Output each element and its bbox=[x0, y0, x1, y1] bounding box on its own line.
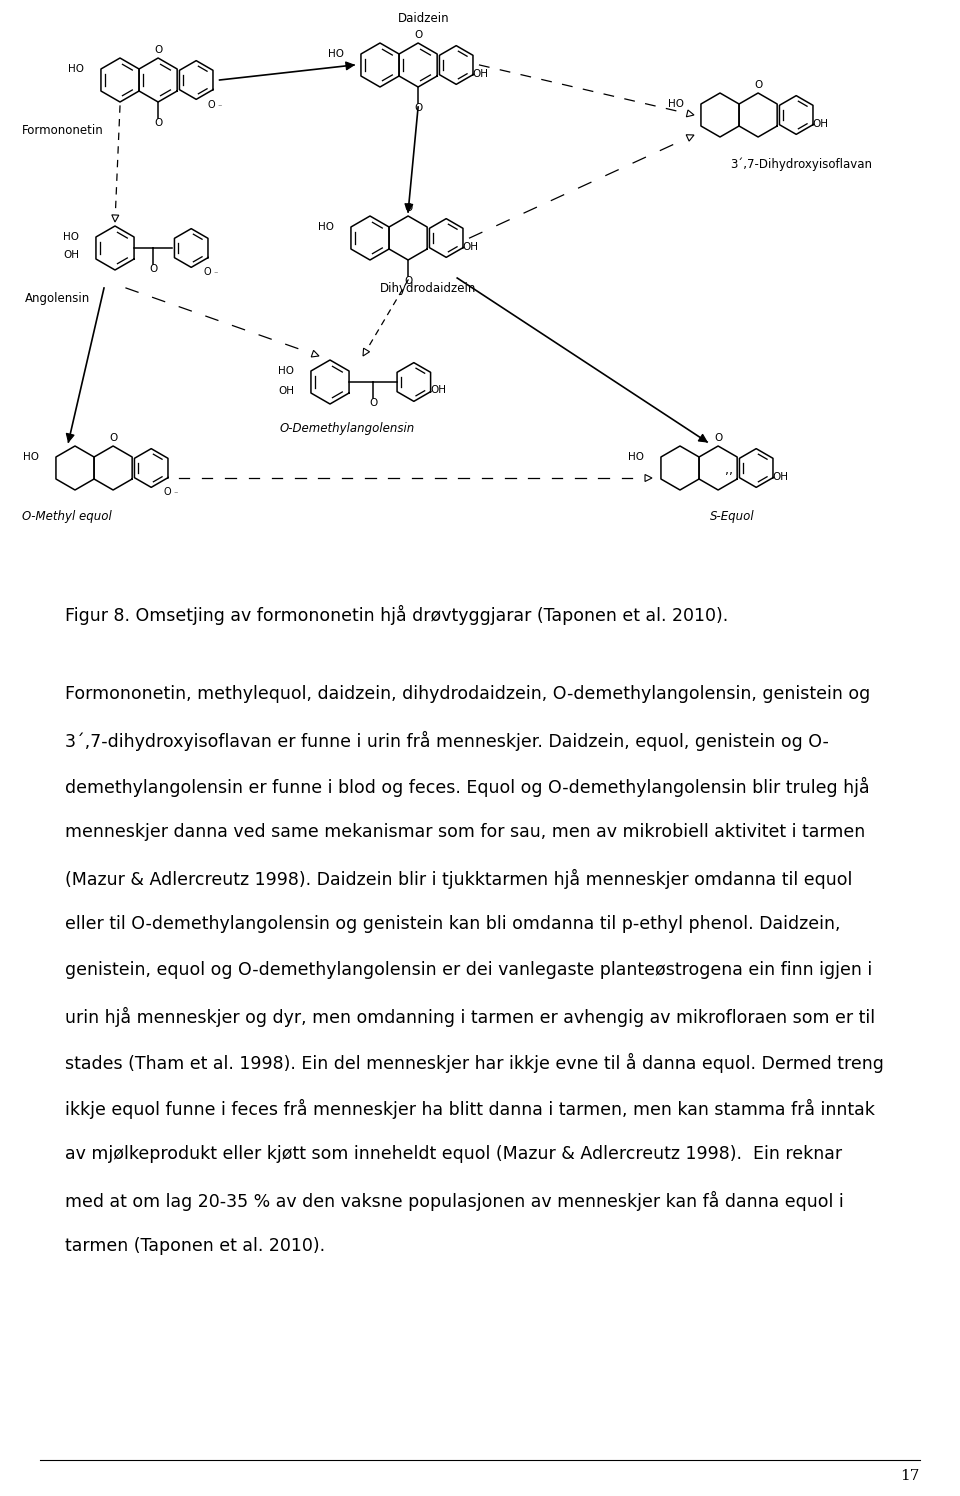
Text: O: O bbox=[714, 432, 722, 443]
Text: ⁻: ⁻ bbox=[217, 103, 222, 112]
Text: Formononetin, methylequol, daidzein, dihydrodaidzein, O-demethylangolensin, geni: Formononetin, methylequol, daidzein, dih… bbox=[65, 685, 871, 703]
Text: O: O bbox=[404, 275, 412, 286]
Text: ⁻: ⁻ bbox=[174, 489, 178, 498]
Polygon shape bbox=[311, 350, 319, 358]
Text: O: O bbox=[204, 266, 211, 277]
Text: med at om lag 20-35 % av den vaksne populasjonen av menneskjer kan få danna equo: med at om lag 20-35 % av den vaksne popu… bbox=[65, 1191, 844, 1212]
Text: av mjølkeprodukt eller kjøtt som inneheldt equol (Mazur & Adlercreutz 1998).  Ei: av mjølkeprodukt eller kjøtt som innehel… bbox=[65, 1144, 842, 1162]
Text: O: O bbox=[414, 30, 422, 40]
Text: HO: HO bbox=[318, 221, 334, 232]
Text: OH: OH bbox=[430, 384, 446, 395]
Text: ⁻: ⁻ bbox=[213, 269, 218, 278]
Polygon shape bbox=[686, 111, 694, 117]
Text: OH: OH bbox=[773, 471, 789, 482]
Text: O: O bbox=[754, 79, 762, 90]
Text: ,,: ,, bbox=[725, 464, 732, 477]
Text: (Mazur & Adlercreutz 1998). Daidzein blir i tjukktarmen hjå menneskjer omdanna t: (Mazur & Adlercreutz 1998). Daidzein bli… bbox=[65, 869, 852, 889]
Text: Formononetin: Formononetin bbox=[22, 124, 104, 138]
Text: O: O bbox=[154, 45, 162, 55]
Text: O: O bbox=[207, 100, 215, 109]
Text: HO: HO bbox=[63, 232, 79, 242]
Polygon shape bbox=[645, 474, 652, 482]
Text: O-Demethylangolensin: O-Demethylangolensin bbox=[280, 422, 416, 435]
Text: OH: OH bbox=[277, 386, 294, 396]
Text: HO: HO bbox=[628, 452, 644, 462]
Text: OH: OH bbox=[463, 242, 479, 251]
Text: genistein, equol og O-demethylangolensin er dei vanlegaste planteøstrogena ein f: genistein, equol og O-demethylangolensin… bbox=[65, 960, 873, 978]
Text: demethylangolensin er funne i blod og feces. Equol og O-demethylangolensin blir : demethylangolensin er funne i blod og fe… bbox=[65, 776, 870, 797]
Text: urin hjå menneskjer og dyr, men omdanning i tarmen er avhengig av mikrofloraen s: urin hjå menneskjer og dyr, men omdannin… bbox=[65, 1007, 876, 1028]
Text: Figur 8. Omsetjing av formononetin hjå drøvtyggjarar (Taponen et al. 2010).: Figur 8. Omsetjing av formononetin hjå d… bbox=[65, 604, 729, 625]
Text: stades (Tham et al. 1998). Ein del menneskjer har ikkje evne til å danna equol. : stades (Tham et al. 1998). Ein del menne… bbox=[65, 1053, 884, 1073]
Text: HO: HO bbox=[23, 452, 39, 462]
Text: O: O bbox=[404, 203, 412, 212]
Text: O: O bbox=[369, 398, 377, 408]
Text: O-Methyl equol: O-Methyl equol bbox=[22, 510, 111, 524]
Text: Daidzein: Daidzein bbox=[398, 12, 449, 25]
Polygon shape bbox=[405, 203, 413, 212]
Text: tarmen (Taponen et al. 2010).: tarmen (Taponen et al. 2010). bbox=[65, 1237, 325, 1255]
Polygon shape bbox=[66, 434, 74, 441]
Text: O: O bbox=[149, 263, 157, 274]
Text: OH: OH bbox=[472, 69, 489, 79]
Polygon shape bbox=[363, 349, 370, 356]
Text: O: O bbox=[163, 486, 171, 497]
Text: O: O bbox=[109, 432, 117, 443]
Text: O: O bbox=[414, 103, 422, 114]
Text: eller til O-demethylangolensin og genistein kan bli omdanna til p-ethyl phenol. : eller til O-demethylangolensin og genist… bbox=[65, 916, 841, 934]
Text: 3´,7-dihydroxyisoflavan er funne i urin frå menneskjer. Daidzein, equol, geniste: 3´,7-dihydroxyisoflavan er funne i urin … bbox=[65, 732, 828, 751]
Text: S-Equol: S-Equol bbox=[710, 510, 755, 524]
Text: HO: HO bbox=[328, 49, 344, 58]
Text: HO: HO bbox=[668, 99, 684, 109]
Polygon shape bbox=[346, 61, 354, 70]
Text: Angolensin: Angolensin bbox=[25, 292, 90, 305]
Text: 17: 17 bbox=[900, 1469, 920, 1483]
Text: menneskjer danna ved same mekanismar som for sau, men av mikrobiell aktivitet i : menneskjer danna ved same mekanismar som… bbox=[65, 823, 865, 841]
Text: ikkje equol funne i feces frå menneskjer ha blitt danna i tarmen, men kan stamma: ikkje equol funne i feces frå menneskjer… bbox=[65, 1100, 875, 1119]
Polygon shape bbox=[111, 215, 119, 221]
Text: OH: OH bbox=[813, 118, 828, 129]
Text: Dihydrodaidzein: Dihydrodaidzein bbox=[380, 283, 476, 295]
Text: OH: OH bbox=[63, 250, 79, 260]
Polygon shape bbox=[686, 135, 694, 141]
Text: HO: HO bbox=[277, 367, 294, 375]
Polygon shape bbox=[698, 434, 708, 441]
Text: 3´,7-Dihydroxyisoflavan: 3´,7-Dihydroxyisoflavan bbox=[730, 157, 872, 171]
Text: O: O bbox=[154, 118, 162, 129]
Text: HO: HO bbox=[68, 64, 84, 73]
